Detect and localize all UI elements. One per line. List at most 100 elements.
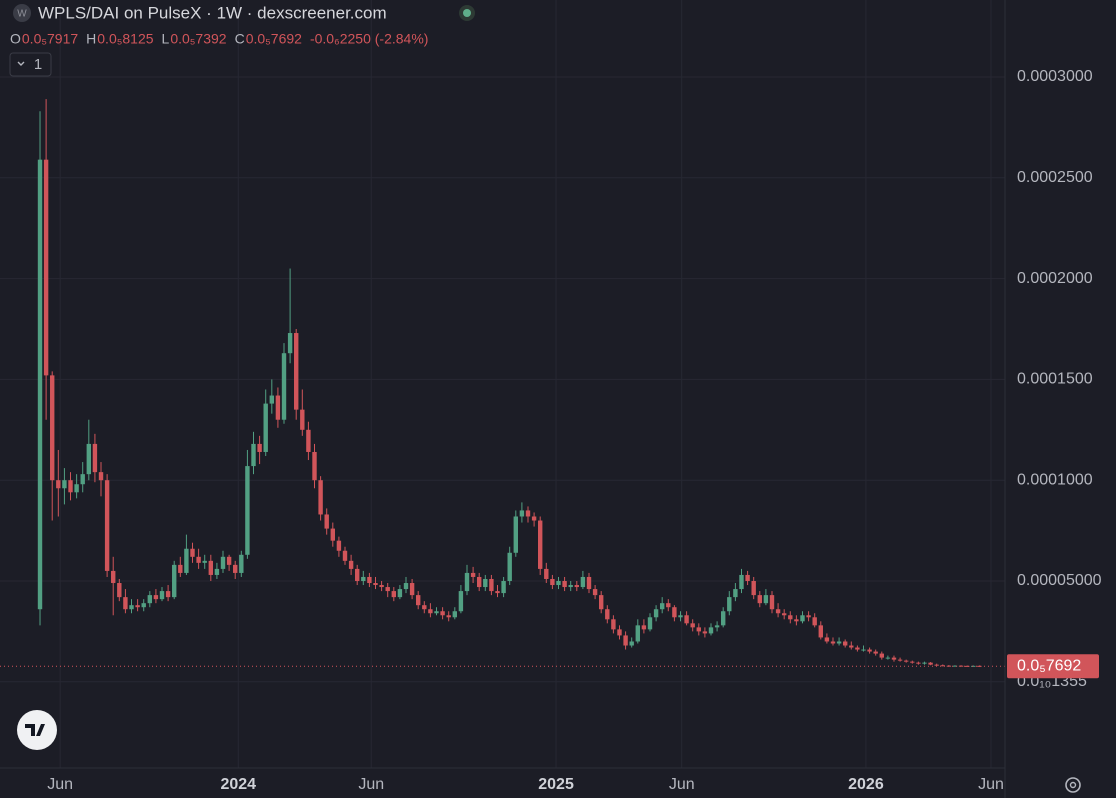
candle-body xyxy=(928,662,933,665)
candle-body xyxy=(763,595,769,604)
candle-body xyxy=(318,480,323,515)
ohlc-value: 0.0₅7692 xyxy=(246,31,302,47)
interval-button-label[interactable]: 1 xyxy=(34,56,42,73)
candle-body xyxy=(111,570,116,584)
candle-body xyxy=(971,665,976,667)
candle-body xyxy=(830,641,836,644)
candle-body xyxy=(269,395,275,404)
candle-body xyxy=(74,484,79,493)
candle-body xyxy=(897,659,903,661)
candle-body xyxy=(226,556,232,565)
tradingview-logo[interactable] xyxy=(17,710,57,750)
candle-body xyxy=(251,443,256,467)
candle-body xyxy=(98,472,104,481)
x-tick-label: Jun xyxy=(358,776,384,793)
candle-body xyxy=(440,611,445,616)
ohlc-key: O xyxy=(10,31,21,47)
settings-icon-center xyxy=(1069,781,1077,789)
candle-body xyxy=(977,665,982,667)
candle-body xyxy=(68,480,73,493)
y-tick-label: 0.0001000 xyxy=(1017,471,1093,488)
chart-title: WPLS/DAI on PulseX · 1W · dexscreener.co… xyxy=(38,3,387,22)
candles xyxy=(37,99,982,667)
candle-body xyxy=(165,591,171,598)
candle-body xyxy=(37,159,43,610)
candle-body xyxy=(861,649,866,651)
candle-body xyxy=(153,595,159,600)
candle-body xyxy=(739,574,744,590)
candle-body xyxy=(159,591,165,600)
candle-body xyxy=(635,625,640,642)
token-icon-letter: W xyxy=(17,9,27,20)
candle-body xyxy=(129,605,134,610)
candle-body xyxy=(891,657,897,660)
candle-body xyxy=(952,665,958,667)
ohlc-key: L xyxy=(162,31,170,47)
y-tick-label: 0.0003000 xyxy=(1017,68,1093,85)
candle-body xyxy=(666,603,671,608)
candle-body xyxy=(117,583,122,598)
interval-button[interactable] xyxy=(9,52,52,77)
candle-body xyxy=(324,514,329,529)
candle-body xyxy=(80,474,85,485)
candle-body xyxy=(769,595,775,610)
candle-body xyxy=(940,665,945,667)
candle-body xyxy=(172,564,177,598)
settings-icon[interactable] xyxy=(1065,777,1081,793)
ohlc-key: C xyxy=(235,31,245,47)
ohlc-header: O 0.0₅7917 H 0.0₅8125 L 0.0₅7392 C 0.0₅7692 -0.0… xyxy=(10,31,428,47)
ohlc-value: 0.0₅7917 xyxy=(22,31,78,47)
candle-body xyxy=(678,615,683,618)
last-price-tag xyxy=(1007,654,1099,679)
candle-body xyxy=(562,580,567,588)
candle-body xyxy=(684,615,689,624)
y-tick-label: 0.0002000 xyxy=(1017,270,1093,287)
ohlc-value: 0.0₅8125 xyxy=(97,31,153,47)
candle-body xyxy=(275,395,281,420)
candle-body xyxy=(775,609,781,614)
candle-body xyxy=(647,617,653,630)
candle-body xyxy=(788,615,793,620)
candle-body xyxy=(495,591,500,594)
candle-body xyxy=(812,617,817,626)
candle-body xyxy=(190,548,195,557)
x-tick-label: 2024 xyxy=(220,776,256,793)
candle-body xyxy=(434,611,439,614)
candle-body xyxy=(580,576,586,588)
ohlc-value: 0.0₅7392 xyxy=(170,31,226,47)
candle-body xyxy=(50,375,55,481)
candle-body xyxy=(605,609,610,620)
candle-body xyxy=(849,645,854,648)
candle-body xyxy=(708,627,714,634)
candle-body xyxy=(623,635,628,646)
candle-body xyxy=(501,580,506,594)
candle-body xyxy=(403,583,409,590)
candle-body xyxy=(367,576,372,584)
y-tick-label: 0.0001500 xyxy=(1017,371,1093,388)
candle-body xyxy=(702,631,708,634)
candle-body xyxy=(525,510,531,517)
candle-body xyxy=(348,560,354,569)
candle-body xyxy=(696,627,701,632)
candle-body xyxy=(452,611,457,618)
candle-body xyxy=(544,568,549,579)
candle-body xyxy=(220,556,226,569)
candle-body xyxy=(56,480,61,489)
candle-body xyxy=(958,665,964,667)
candle-body xyxy=(806,615,811,618)
candle-body xyxy=(312,451,317,481)
candle-body xyxy=(196,556,201,563)
candle-body xyxy=(879,653,884,658)
candle-body xyxy=(653,609,659,618)
candle-body xyxy=(281,353,287,420)
candle-body xyxy=(470,572,476,577)
candle-body xyxy=(147,595,153,604)
candle-body xyxy=(617,629,622,636)
candle-body xyxy=(86,443,92,475)
candle-body xyxy=(239,554,244,573)
candle-body xyxy=(483,578,488,588)
candle-body xyxy=(330,528,336,541)
candle-body xyxy=(586,576,592,590)
